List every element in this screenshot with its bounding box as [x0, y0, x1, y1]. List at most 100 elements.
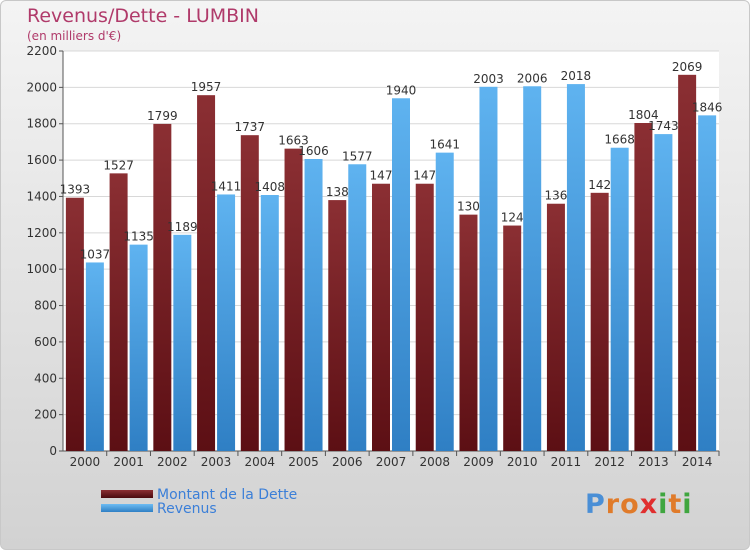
bar-revenus: [392, 98, 410, 451]
logo-letter: i: [658, 489, 669, 520]
x-tick-label: 2009: [463, 455, 494, 469]
data-label-dette: 1393: [60, 183, 91, 197]
y-tick-label: 1000: [26, 262, 57, 276]
gridlines: [63, 50, 719, 452]
bar-dette: [328, 200, 347, 451]
x-tick-label: 2012: [594, 455, 625, 469]
bar-revenus: [698, 115, 717, 451]
y-tick-label: 200: [34, 408, 57, 422]
plot-area: [63, 51, 719, 451]
logo-letter: r: [605, 489, 621, 520]
x-tick-label: 2011: [551, 455, 582, 469]
bar-revenus: [260, 195, 279, 451]
data-label-revenus: 1037: [80, 247, 111, 261]
data-label-dette: 124: [501, 211, 524, 225]
legend-dette-swatch: [101, 490, 153, 498]
axes: 0 200 400 600 800 1000 1200 1400 1600 1800 2000 220…: [26, 44, 720, 469]
bar-dette: [197, 95, 216, 451]
y-tick-label: 0: [49, 444, 57, 458]
y-tick-label: 400: [34, 371, 57, 385]
x-tick-label: 2013: [638, 455, 669, 469]
data-label-revenus: 1668: [604, 133, 635, 147]
data-label-dette: 1663: [278, 134, 309, 148]
data-label-revenus: 1606: [298, 144, 329, 158]
x-tick-label: 2003: [201, 455, 232, 469]
legend-dette-label: Montant de la Dette: [157, 487, 298, 503]
data-label-dette: 142: [588, 178, 611, 192]
data-label-revenus: 1408: [255, 180, 286, 194]
logo-letter: o: [620, 489, 640, 520]
data-label-dette: 1527: [103, 158, 134, 172]
y-tick-label: 1800: [26, 117, 57, 131]
bar-dette: [372, 183, 390, 451]
x-tick-label: 2008: [419, 455, 450, 469]
y-tick-label: 1400: [26, 189, 57, 203]
bar-revenus: [129, 244, 148, 451]
bar-dette: [284, 148, 303, 452]
bar-dette: [153, 123, 172, 451]
data-label-revenus: 1940: [386, 83, 417, 97]
x-tick-label: 2001: [113, 455, 144, 469]
data-label-revenus: 1743: [648, 119, 679, 133]
data-label-revenus: 2003: [473, 72, 504, 86]
data-label-revenus: 1135: [123, 230, 154, 244]
data-label-revenus: 2018: [561, 69, 592, 83]
y-tick-label: 600: [34, 335, 57, 349]
data-label-revenus: 2006: [517, 71, 548, 85]
legend-revenus-label: Revenus: [157, 501, 217, 517]
data-label-revenus: 1577: [342, 149, 373, 163]
x-tick-label: 2006: [332, 455, 363, 469]
bar-dette: [109, 173, 128, 451]
data-label-revenus: 1846: [692, 100, 723, 114]
bar-revenus: [654, 134, 673, 451]
bar-revenus: [173, 234, 192, 451]
data-labels: 1393 1037 1527 1135 1799 1189 1957 1411 1737 1408…: [60, 60, 723, 262]
x-tick-label: 2014: [682, 455, 713, 469]
legend-revenus-swatch: [101, 504, 153, 512]
bar-dette: [65, 197, 84, 451]
x-tick-label: 2005: [288, 455, 319, 469]
data-label-dette: 147: [370, 169, 393, 183]
bar-revenus: [85, 262, 104, 451]
y-tick-label: 2200: [26, 44, 57, 58]
data-label-dette: 138: [326, 185, 349, 199]
chart-subtitle: (en milliers d'€): [27, 29, 122, 43]
bar-dette: [590, 192, 609, 451]
logo-letter: P: [585, 489, 606, 520]
bar-dette: [503, 225, 522, 451]
chart-title: Revenus/Dette - LUMBIN: [27, 5, 259, 27]
bar-revenus: [304, 159, 323, 451]
bar-revenus: [566, 84, 585, 451]
x-tick-label: 2010: [507, 455, 538, 469]
logo-letter: i: [682, 489, 693, 520]
y-tick-label: 1200: [26, 226, 57, 240]
data-label-dette: 1957: [191, 80, 222, 94]
data-label-dette: 136: [544, 189, 567, 203]
bar-dette: [459, 214, 478, 451]
logo-letter: t: [668, 489, 683, 520]
bar-revenus: [217, 194, 236, 452]
data-label-dette: 1737: [235, 120, 266, 134]
bar-revenus: [435, 152, 454, 452]
data-label-revenus: 1411: [211, 179, 242, 193]
bar-dette: [678, 74, 697, 452]
bars: [65, 74, 717, 452]
data-label-dette: 147: [413, 169, 436, 183]
data-label-revenus: 1641: [429, 138, 460, 152]
y-tick-label: 1600: [26, 153, 57, 167]
bar-revenus: [479, 86, 498, 452]
bar-revenus: [348, 164, 367, 452]
bar-dette: [240, 135, 259, 451]
bar-revenus: [523, 86, 542, 451]
x-tick-label: 2000: [70, 455, 101, 469]
bar-dette: [546, 203, 565, 451]
data-label-dette: 1799: [147, 109, 178, 123]
x-tick-label: 2004: [245, 455, 276, 469]
x-tick-label: 2002: [157, 455, 188, 469]
proxiti-logo: Proxiti: [585, 489, 693, 520]
bar-revenus: [610, 147, 629, 451]
data-label-dette: 130: [457, 200, 480, 214]
logo-letter: x: [639, 489, 659, 520]
